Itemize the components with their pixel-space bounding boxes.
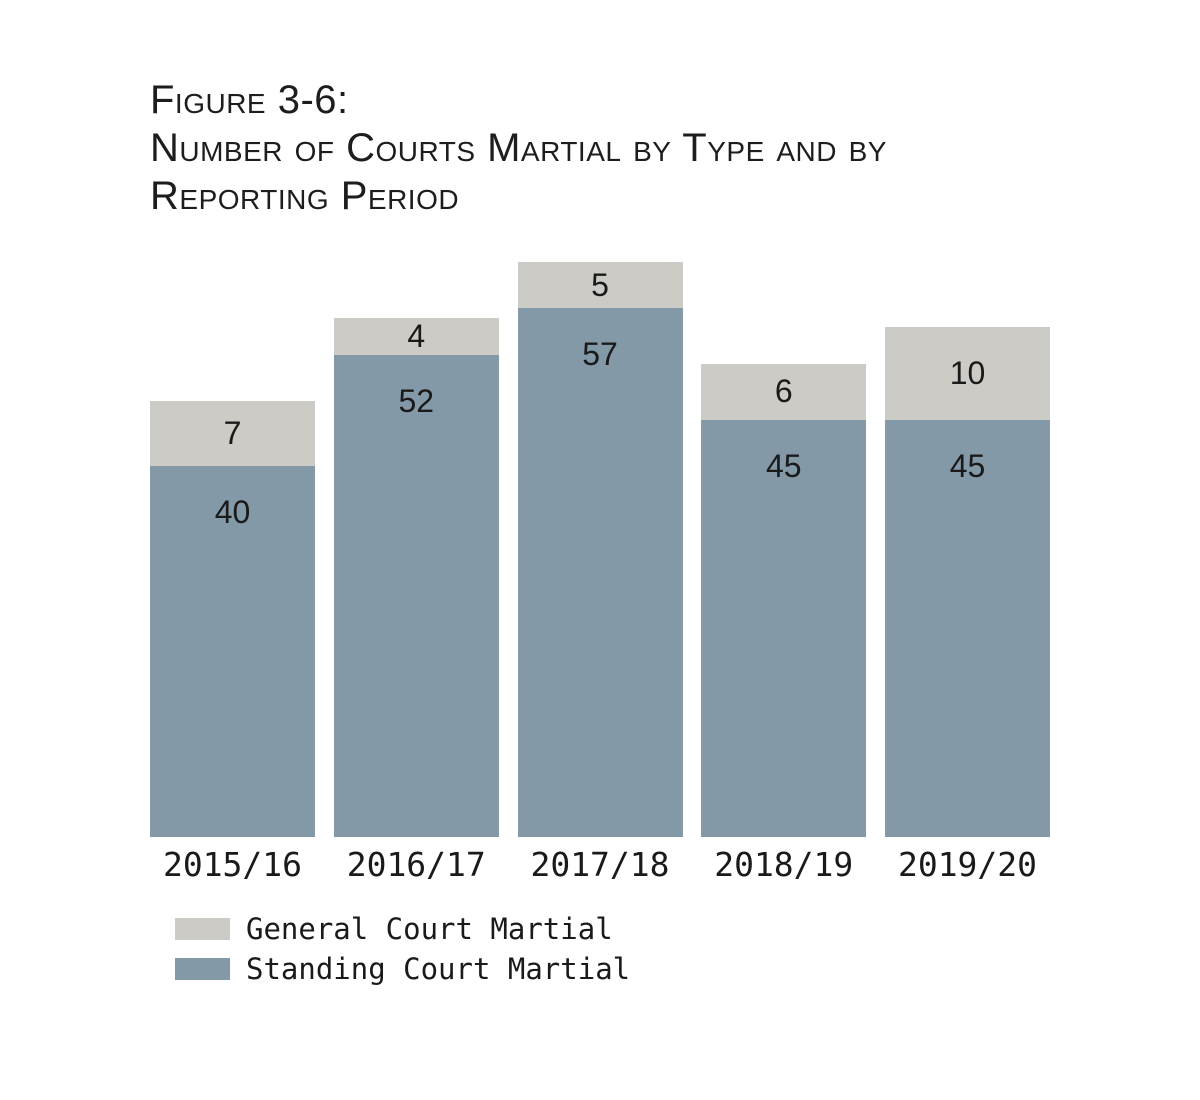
bar-group-2017/18: 5 57 (517, 262, 683, 837)
bar-segment-standing-court-martial: 57 (517, 308, 683, 837)
bar-value-label-general: 10 (949, 354, 986, 391)
plot-area: 7 40 4 52 5 57 6 45 10 45 (150, 262, 1050, 837)
legend-label: Standing Court Martial (246, 952, 631, 986)
bar-value-label-general: 6 (774, 373, 793, 410)
bar-group-2015/16: 7 40 (150, 401, 315, 837)
x-axis: 2015/16 2016/17 2017/18 2018/19 2019/20 (150, 845, 1050, 891)
bar-segment-general-court-martial: 5 (517, 262, 683, 309)
bar-segment-standing-court-martial: 40 (150, 466, 315, 837)
x-axis-label: 2017/18 (530, 845, 670, 884)
legend-label: General Court Martial (246, 912, 613, 946)
bar-segment-general-court-martial: 10 (885, 326, 1050, 420)
bar-segment-standing-court-martial: 45 (701, 419, 867, 837)
bar-value-label-general: 7 (223, 415, 242, 452)
bar-segment-general-court-martial: 6 (701, 364, 867, 420)
bar-segment-general-court-martial: 7 (150, 401, 315, 467)
bar-group-2019/20: 10 45 (885, 326, 1050, 837)
chart-title-line-2: Number of Courts Martial by Type and by (150, 126, 887, 170)
bar-group-2018/19: 6 45 (701, 364, 867, 837)
legend-item: General Court Martial (175, 912, 630, 946)
legend: General Court Martial Standing Court Mart… (175, 912, 631, 993)
x-axis-label: 2018/19 (714, 845, 854, 884)
x-axis-label: 2016/17 (346, 845, 486, 884)
bar-value-label-standing: 40 (214, 494, 251, 531)
bar-segment-standing-court-martial: 52 (333, 354, 499, 837)
legend-item: Standing Court Martial (175, 952, 631, 986)
x-axis-label: 2015/16 (162, 845, 303, 884)
bar-value-label-general: 4 (407, 317, 426, 354)
bar-value-label-standing: 57 (582, 336, 618, 373)
bar-value-label-general: 5 (591, 266, 609, 303)
bar-value-label-standing: 45 (949, 447, 986, 484)
chart-title: Figure 3-6: Number of Courts Martial by … (150, 76, 887, 220)
bar-value-label-standing: 52 (398, 382, 435, 419)
legend-swatch (175, 958, 230, 980)
bar-segment-standing-court-martial: 45 (885, 419, 1050, 837)
bar-segment-general-court-martial: 4 (333, 317, 499, 355)
bar-value-label-standing: 45 (765, 447, 802, 484)
chart-title-line-3: Reporting Period (150, 174, 460, 218)
chart-title-line-1: Figure 3-6: (150, 78, 349, 122)
x-axis-label: 2019/20 (897, 845, 1038, 884)
bar-group-2016/17: 4 52 (333, 317, 499, 837)
legend-swatch (175, 918, 230, 940)
